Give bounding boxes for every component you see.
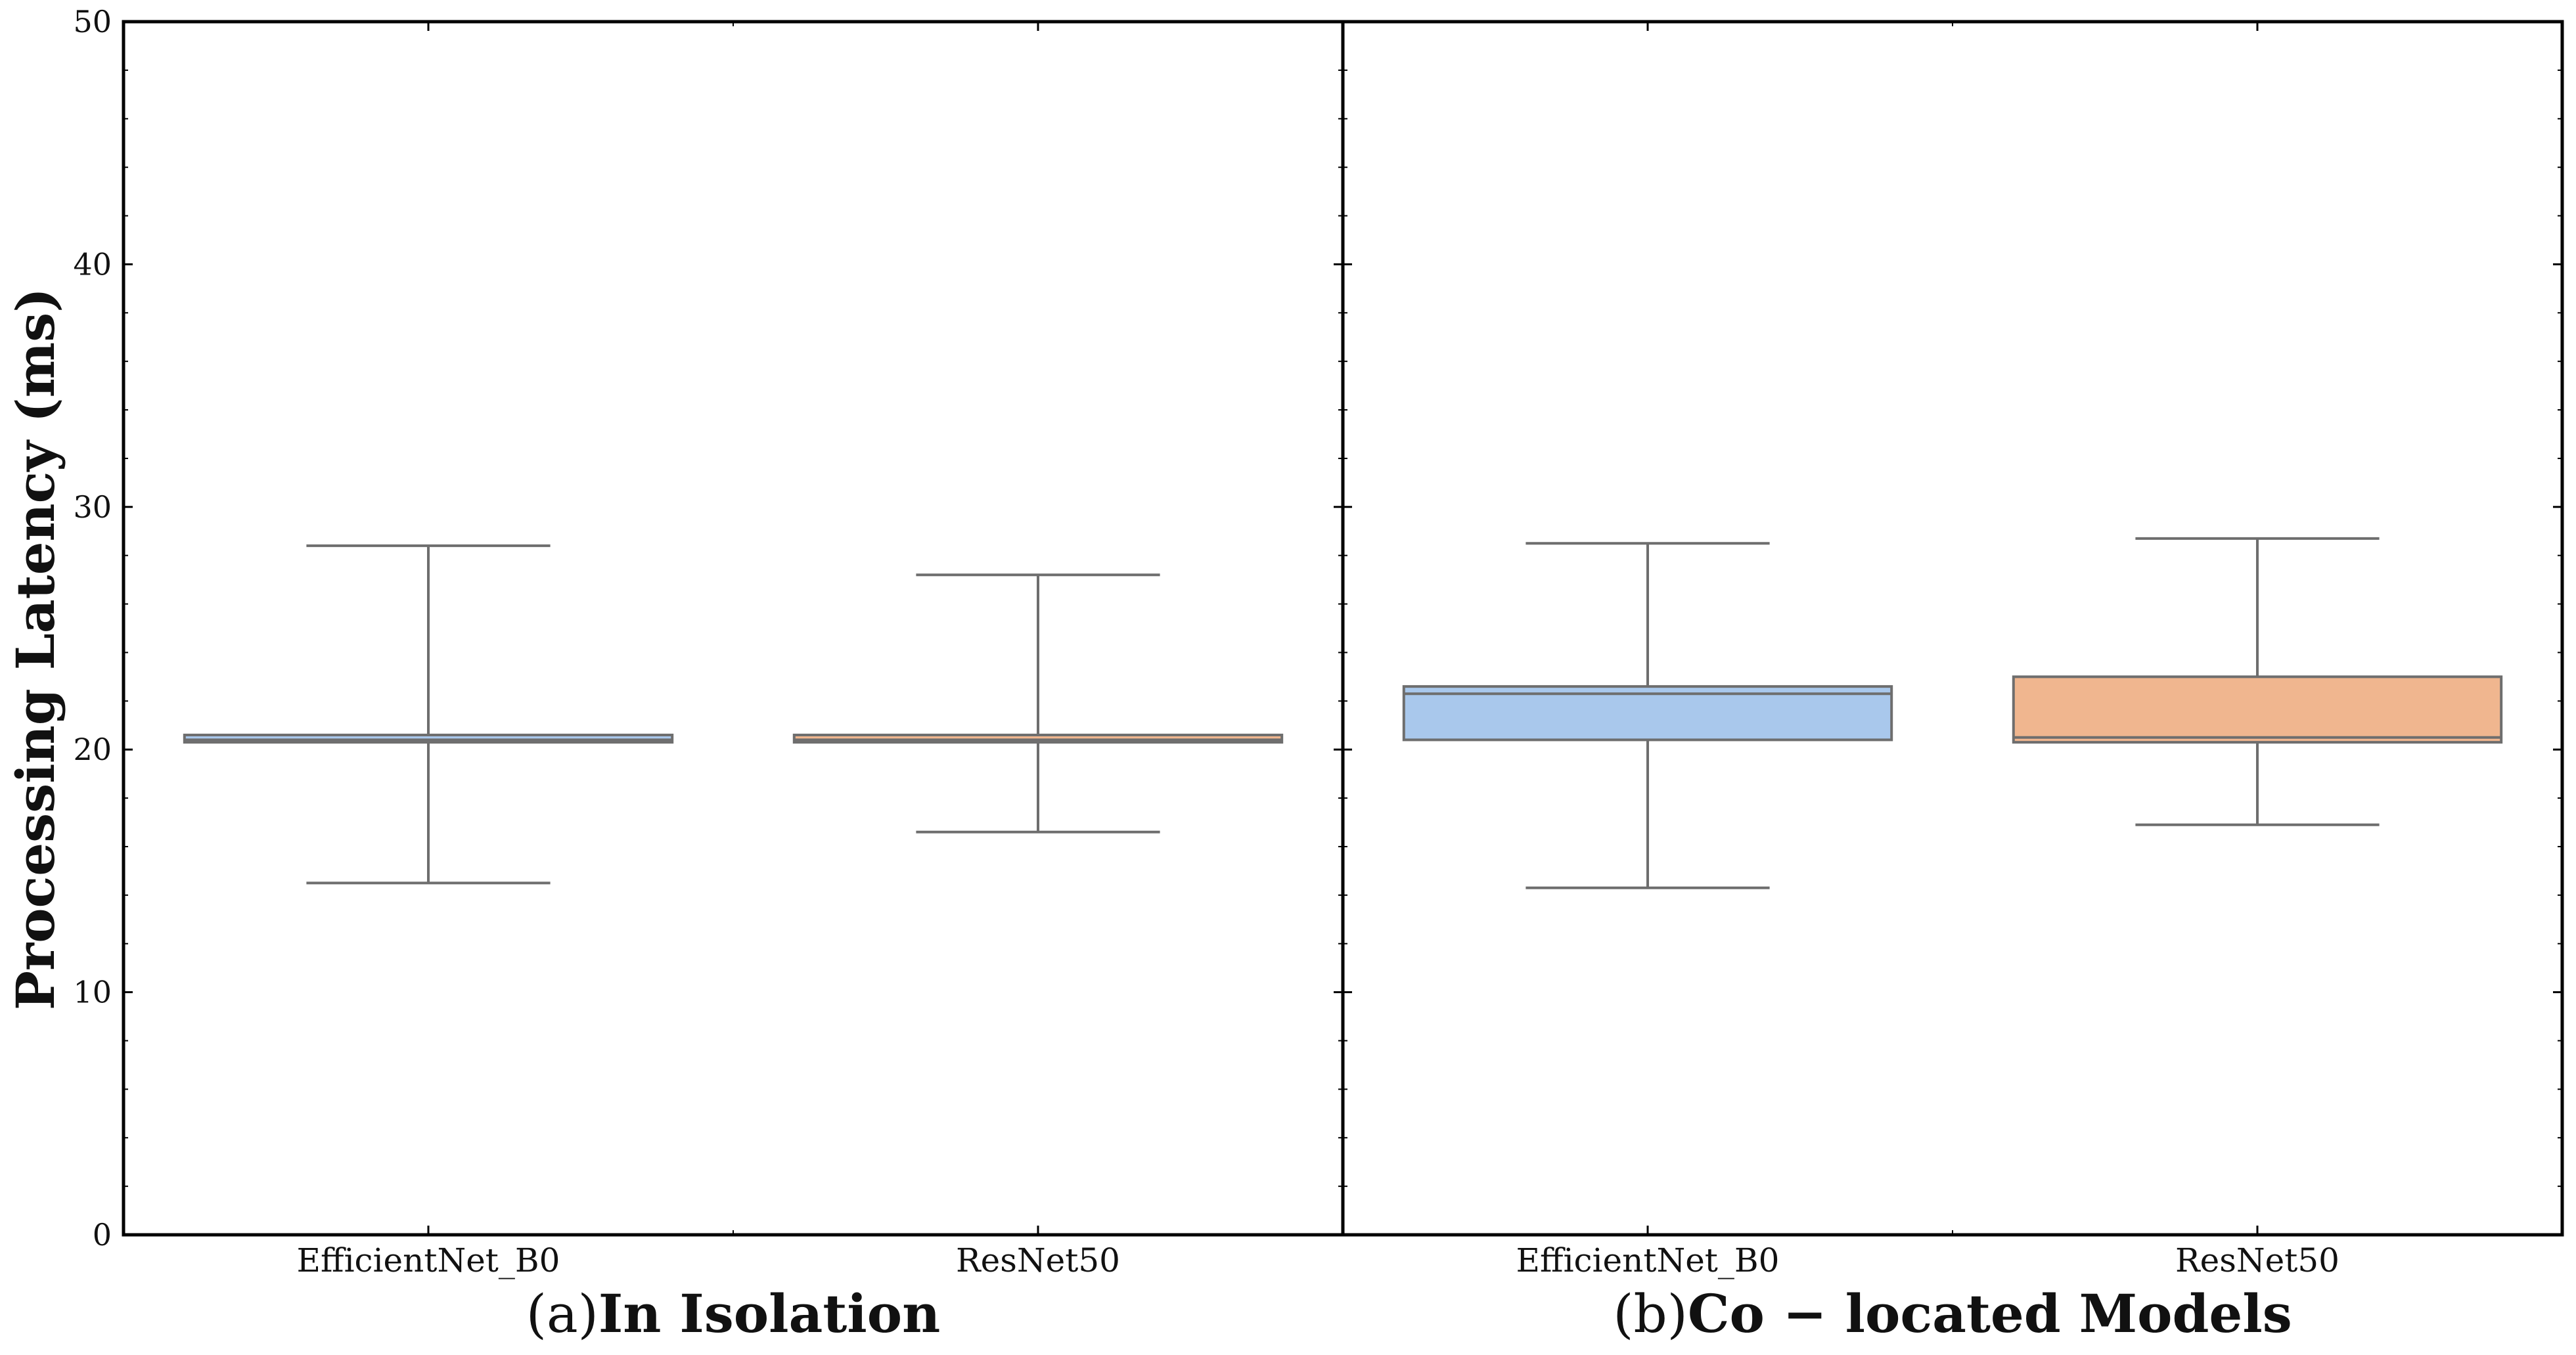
box-iqr — [2012, 675, 2503, 744]
box-iqr — [1402, 685, 1893, 742]
y-tick-label: 20 — [73, 732, 112, 767]
panel-title-prefix: (a) — [526, 1283, 599, 1344]
panel-frame — [1341, 20, 2564, 1237]
y-axis-label: Processing Latency (ms) — [5, 288, 66, 1010]
panel-title-prefix: (b) — [1613, 1283, 1688, 1344]
y-tick-label: 10 — [73, 975, 112, 1010]
y-tick-label: 30 — [73, 489, 112, 525]
panel-title: (a)In Isolation — [526, 1283, 940, 1344]
x-category-label: ResNet50 — [956, 1241, 1120, 1279]
y-tick-label: 40 — [73, 246, 112, 282]
axes-layer — [122, 20, 2564, 1237]
panel-title-main: In Isolation — [599, 1283, 940, 1344]
panel-title-main: Co − located Models — [1688, 1283, 2292, 1344]
y-tick-label: 50 — [73, 4, 112, 39]
boxes-layer — [183, 537, 2503, 889]
panel-title: (b)Co − located Models — [1613, 1283, 2292, 1344]
panel-frame — [122, 20, 1345, 1237]
x-category-label: EfficientNet_B0 — [297, 1241, 560, 1279]
text-layer: Processing Latency (ms) EfficientNet_B0 R… — [5, 4, 2339, 1344]
x-category-label: ResNet50 — [2175, 1241, 2339, 1279]
x-category-label: EfficientNet_B0 — [1516, 1241, 1780, 1279]
y-tick-label: 0 — [93, 1217, 112, 1253]
